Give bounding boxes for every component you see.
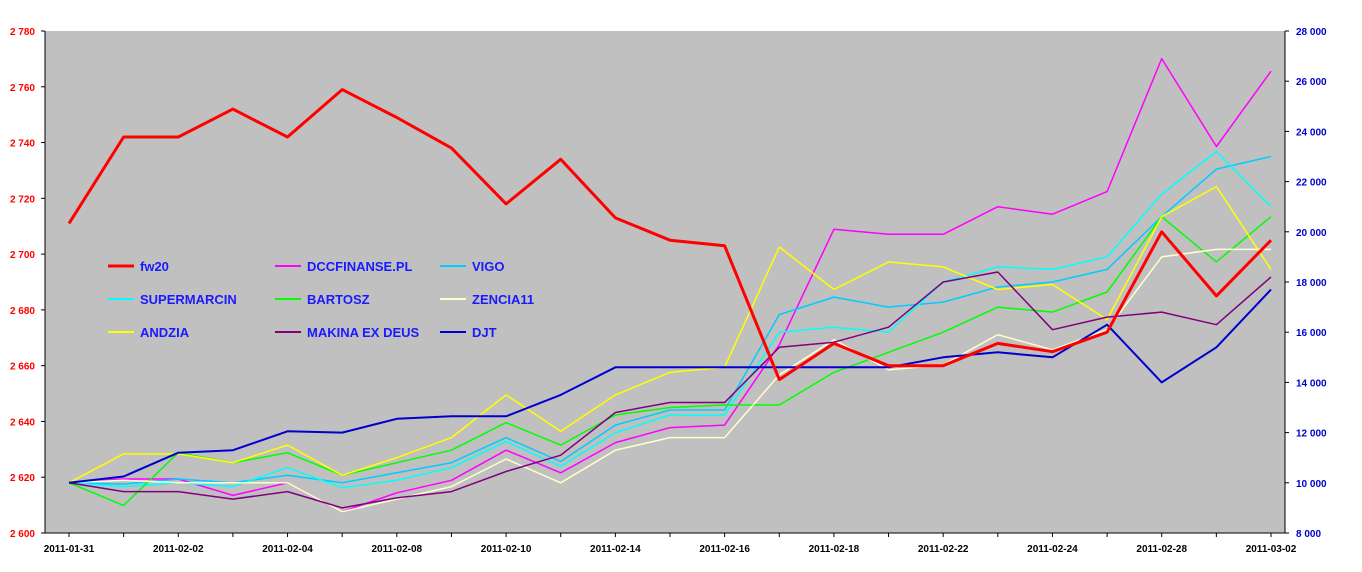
left-tick-label: 2 740	[10, 139, 35, 150]
right-tick-label: 26 000	[1296, 77, 1327, 88]
series-line-andzia	[68, 185, 1272, 484]
x-tick-label: 2011-02-22	[918, 544, 969, 555]
series-line-makina-ex-deus	[68, 271, 1272, 509]
legend-label: DCCFINANSE.PL	[307, 259, 413, 274]
left-tick-label: 2 640	[10, 417, 35, 428]
legend-label: DJT	[472, 325, 497, 340]
series-line-supermarcin	[68, 150, 1272, 489]
right-tick-label: 24 000	[1296, 127, 1327, 138]
right-tick-label: 10 000	[1296, 479, 1327, 490]
series-line-dccfinanse-pl	[68, 57, 1272, 513]
right-tick-label: 18 000	[1296, 278, 1327, 289]
series-line-vigo	[68, 155, 1272, 485]
x-tick-label: 2011-02-16	[699, 544, 750, 555]
right-tick-label: 16 000	[1296, 328, 1327, 339]
legend-label: MAKINA EX DEUS	[307, 325, 420, 340]
left-tick-label: 2 780	[10, 27, 35, 38]
right-tick-label: 12 000	[1296, 429, 1327, 440]
legend-label: VIGO	[472, 259, 505, 274]
x-tick-label: 2011-02-28	[1136, 544, 1187, 555]
series-line-bartosz	[68, 215, 1272, 507]
series-lines	[67, 57, 1273, 513]
right-axis: 8 000 10 000 12 000 14 000 16 000 18 000 20 00…	[1284, 27, 1327, 540]
right-tick-label: 14 000	[1296, 378, 1327, 389]
series-line-fw20	[67, 88, 1273, 382]
right-tick-label: 20 000	[1296, 228, 1327, 239]
legend-label: BARTOSZ	[307, 292, 370, 307]
legend-label: SUPERMARCIN	[140, 292, 237, 307]
left-tick-label: 2 760	[10, 83, 35, 94]
left-tick-label: 2 700	[10, 250, 35, 261]
legend-label: ANDZIA	[140, 325, 190, 340]
x-tick-label: 2011-02-18	[809, 544, 860, 555]
left-tick-label: 2 620	[10, 473, 35, 484]
right-tick-label: 22 000	[1296, 178, 1327, 189]
right-tick-label: 28 000	[1296, 27, 1327, 38]
left-tick-label: 2 660	[10, 362, 35, 373]
left-axis: 2 600 2 620 2 640 2 660 2 680 2 700 2 720 2 740…	[10, 27, 46, 540]
x-tick-label: 2011-02-24	[1027, 544, 1078, 555]
series-line-zencia11	[68, 248, 1271, 513]
x-tick-label: 2011-03-02	[1246, 544, 1297, 555]
x-tick-label: 2011-02-14	[590, 544, 641, 555]
x-tick-label: 2011-02-08	[372, 544, 423, 555]
left-tick-label: 2 600	[10, 529, 35, 540]
x-tick-label: 2011-02-02	[153, 544, 204, 555]
legend-label: ZENCIA11	[472, 292, 534, 307]
x-tick-label: 2011-01-31	[44, 544, 95, 555]
legend-label: fw20	[140, 259, 169, 274]
x-tick-label: 2011-02-10	[481, 544, 532, 555]
plot-area	[45, 31, 1285, 533]
x-tick-label: 2011-02-04	[262, 544, 313, 555]
left-tick-label: 2 720	[10, 194, 35, 205]
x-axis: 2011-01-31 2011-02-02 2011-02-04 2011-02-08…	[44, 532, 1297, 555]
right-tick-label: 8 000	[1296, 529, 1321, 540]
legend: fw20 DCCFINANSE.PL VIGO SUPERMARCIN BARTOSZ Z…	[108, 259, 534, 340]
left-tick-label: 2 680	[10, 306, 35, 317]
